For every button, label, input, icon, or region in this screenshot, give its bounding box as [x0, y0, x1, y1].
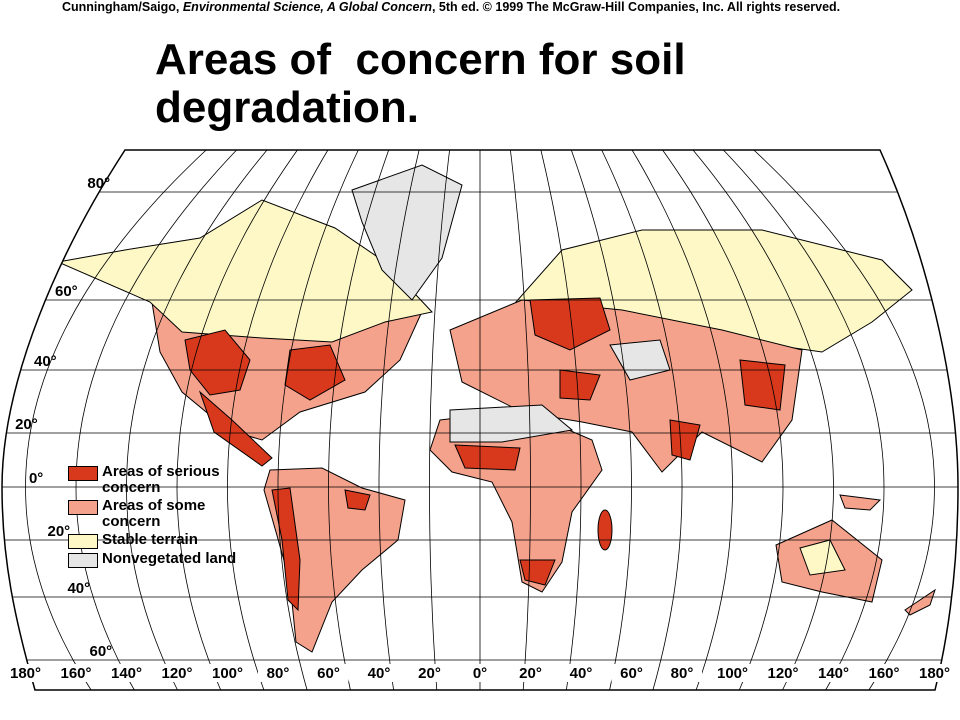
label-bg: [56, 664, 96, 682]
label-bg: [510, 664, 551, 682]
longitude-label: 80°: [267, 665, 290, 682]
meridian: [25, 150, 207, 690]
latitude-label: 20°: [15, 416, 38, 433]
label-bg: [561, 664, 601, 682]
longitude-label: 60°: [620, 665, 643, 682]
meridian: [510, 150, 531, 690]
latitude-label: 40°: [34, 353, 57, 370]
meridian: [662, 150, 784, 690]
meridian: [753, 150, 935, 690]
legend-swatch: [68, 500, 98, 515]
label-bg: [662, 664, 702, 682]
label-bg: [813, 664, 854, 682]
longitude-label: 20°: [519, 665, 542, 682]
title: Areas of concern for soil degradation.: [155, 36, 686, 132]
latitude-label: 20°: [48, 523, 71, 540]
latitude-label: 60°: [90, 643, 113, 660]
title-line: degradation.: [155, 83, 420, 132]
legend-item: Areas of some concern: [68, 498, 278, 530]
latitude-label: 0°: [29, 470, 43, 487]
longitude-label: 180°: [919, 665, 950, 682]
label-bg: [5, 664, 46, 682]
longitude-label: 120°: [161, 665, 192, 682]
legend: Areas of serious concern Areas of some co…: [68, 464, 278, 570]
longitude-label: 100°: [717, 665, 748, 682]
label-bg: [106, 664, 147, 682]
label-bg: [308, 664, 349, 682]
credit-text: , 5th ed. © 1999 The McGraw-Hill Compani…: [431, 0, 841, 14]
meridian: [227, 150, 329, 690]
legend-swatch: [68, 553, 98, 568]
longitude-label: 0°: [473, 665, 487, 682]
credit-text: Cunningham/Saigo,: [62, 0, 183, 14]
meridian: [378, 150, 420, 690]
legend-item: Nonvegetated land: [68, 551, 278, 568]
meridian: [429, 150, 450, 690]
legend-swatch: [68, 534, 98, 549]
longitude-label: 160°: [60, 665, 91, 682]
meridian: [723, 150, 885, 690]
label-bg: [864, 664, 904, 682]
meridian: [540, 150, 582, 690]
label-bg: [712, 664, 753, 682]
label-bg: [914, 664, 955, 682]
label-bg: [207, 664, 248, 682]
label-bg: [359, 664, 399, 682]
credit-book: Environmental Science, A Global Concern: [182, 0, 432, 14]
label-bg: [258, 664, 298, 682]
legend-label: Areas of some concern: [102, 497, 206, 530]
map-body: [2, 150, 958, 690]
longitude-label: 40°: [570, 665, 593, 682]
legend-label: Stable terrain: [102, 531, 198, 548]
latitude-label: 60°: [55, 283, 78, 300]
meridian: [692, 150, 834, 690]
latitude-label: 40°: [67, 580, 90, 597]
label-bg: [763, 664, 803, 682]
graticule: [2, 150, 958, 690]
map-frame: [1, 149, 959, 691]
longitude-label: 100°: [212, 665, 243, 682]
meridian: [328, 150, 390, 690]
legend-swatch: [68, 466, 98, 481]
meridian: [126, 150, 268, 690]
legend-label: Areas of serious concern: [102, 463, 220, 496]
meridian: [570, 150, 632, 690]
longitude-label: 60°: [317, 665, 340, 682]
longitude-label: 140°: [818, 665, 849, 682]
legend-item: Areas of serious concern: [68, 464, 278, 496]
longitude-label: 20°: [418, 665, 441, 682]
latitude-label: 80°: [87, 175, 110, 192]
legend-label: Nonvegetated land: [102, 550, 237, 567]
map-labels: 80° 60° 40° 20° 0° 20° 40° 60° 180° 160° 140° 120° 1…: [5, 175, 955, 682]
label-bg: [611, 664, 652, 682]
meridian: [176, 150, 298, 690]
longitude-label: 120°: [767, 665, 798, 682]
meridian: [601, 150, 683, 690]
label-bg: [409, 664, 450, 682]
meridian: [277, 150, 359, 690]
legend-item: Stable terrain: [68, 532, 278, 549]
longitude-label: 40°: [368, 665, 391, 682]
title-line: Areas of concern for soil: [155, 35, 686, 84]
meridian: [631, 150, 733, 690]
credit-line: Cunningham/Saigo, Environmental Science,…: [62, 0, 840, 14]
longitude-label: 80°: [671, 665, 694, 682]
longitude-label: 140°: [111, 665, 142, 682]
label-bg: [460, 664, 500, 682]
meridian: [75, 150, 237, 690]
longitude-label: 180°: [10, 665, 41, 682]
longitude-label: 160°: [868, 665, 899, 682]
label-bg: [157, 664, 197, 682]
